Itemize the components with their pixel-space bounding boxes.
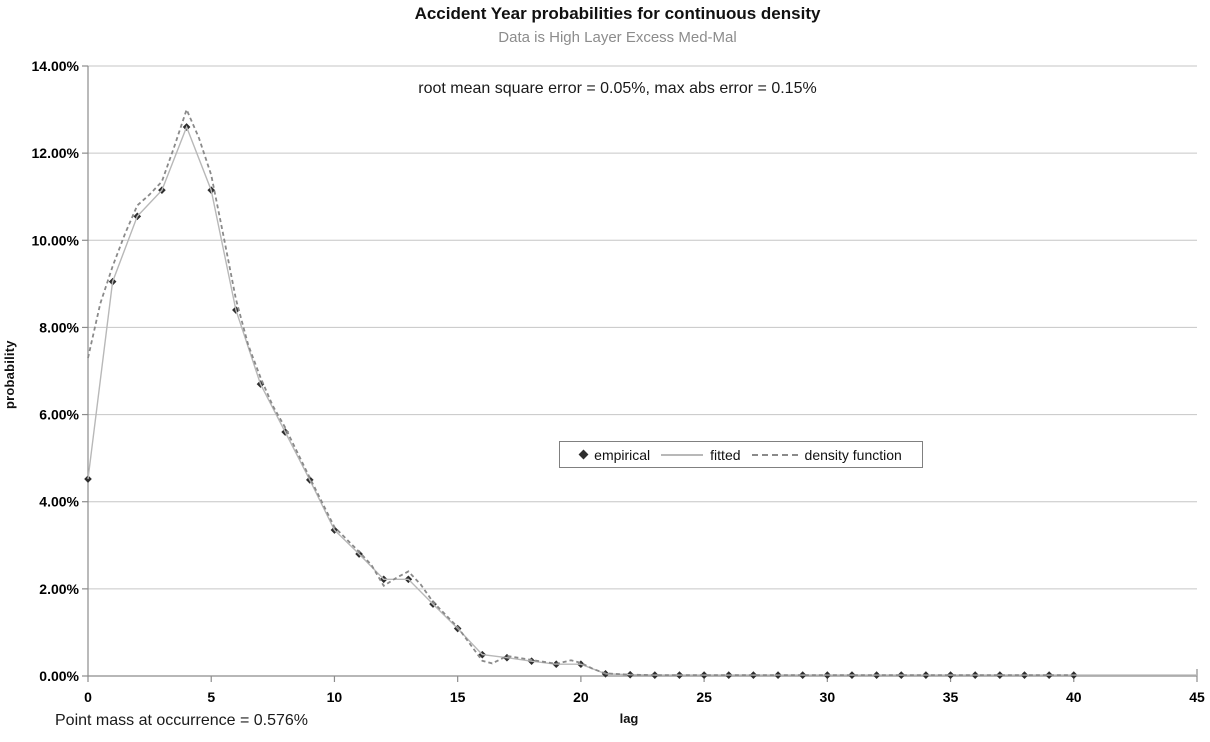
y-tick-label: 6.00%	[39, 407, 79, 423]
y-tick-label: 8.00%	[39, 319, 79, 335]
legend: empirical fitted density function	[559, 441, 923, 468]
legend-label-density-function: density function	[804, 446, 902, 463]
x-tick-label: 45	[1189, 689, 1205, 705]
chart-subtitle: Data is High Layer Excess Med-Mal	[498, 29, 737, 46]
density-dash-icon	[751, 453, 798, 456]
x-axis-title: lag	[619, 711, 639, 726]
x-tick-label: 40	[1066, 689, 1082, 705]
y-tick-label: 10.00%	[32, 232, 80, 248]
chart-title: Accident Year probabilities for continuo…	[414, 4, 821, 23]
x-tick-label: 25	[696, 689, 712, 705]
y-tick-label: 12.00%	[32, 145, 80, 161]
x-tick-label: 20	[573, 689, 589, 705]
empirical-diamond-icon	[578, 449, 589, 460]
x-tick-label: 30	[820, 689, 836, 705]
fitted-line-icon	[661, 453, 704, 456]
x-tick-label: 35	[943, 689, 959, 705]
y-tick-label: 0.00%	[39, 668, 79, 684]
x-tick-label: 0	[84, 689, 92, 705]
error-annotation: root mean square error = 0.05%, max abs …	[418, 80, 817, 97]
y-tick-label: 14.00%	[32, 58, 80, 74]
x-tick-label: 10	[327, 689, 343, 705]
y-tick-label: 2.00%	[39, 581, 79, 597]
y-tick-label: 4.00%	[39, 494, 79, 510]
legend-label-empirical: empirical	[594, 446, 651, 463]
series-density-function	[87, 107, 1074, 676]
legend-item-density-function: density function	[751, 446, 902, 463]
legend-item-empirical: empirical	[578, 446, 651, 463]
x-tick-label: 15	[450, 689, 466, 705]
legend-label-fitted: fitted	[710, 446, 741, 463]
series-fitted	[87, 125, 1197, 676]
y-axis-title: probability	[2, 340, 17, 410]
x-tick-label: 5	[207, 689, 215, 705]
legend-item-fitted: fitted	[661, 446, 741, 463]
point-mass-annotation: Point mass at occurrence = 0.576%	[55, 712, 309, 729]
